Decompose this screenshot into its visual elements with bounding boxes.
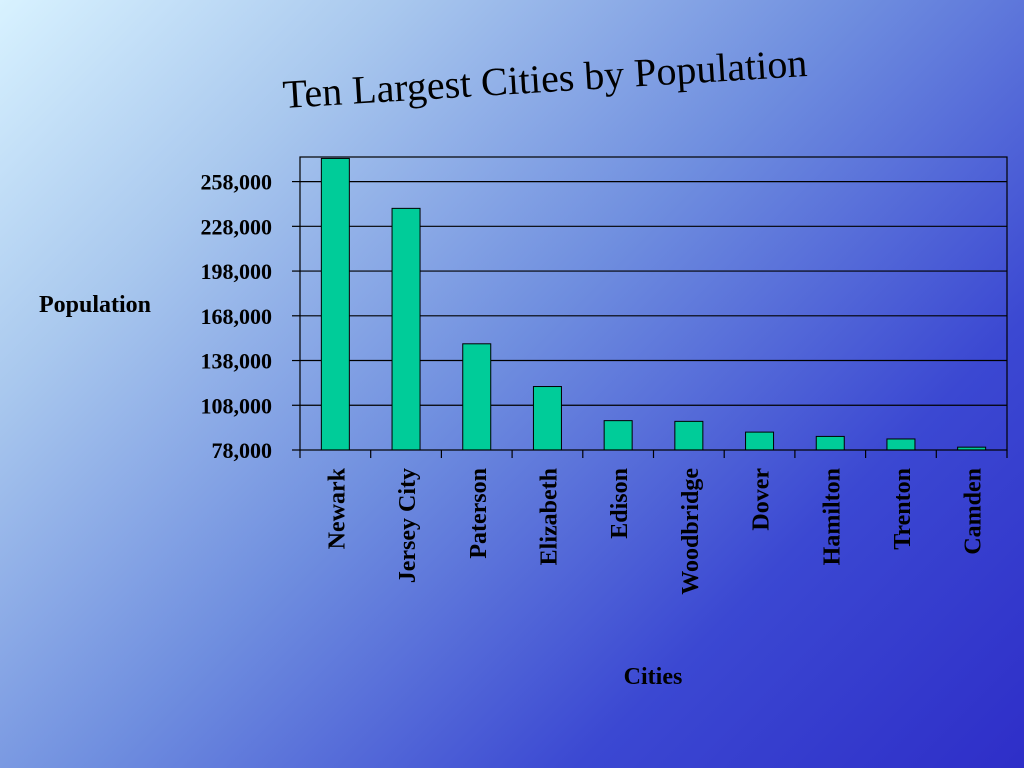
y-tick-label: 228,000	[201, 214, 273, 239]
bars	[320, 157, 987, 451]
bar	[815, 435, 845, 451]
x-tick-label: Woodbridge	[678, 468, 704, 595]
x-tick-label: Edison	[607, 468, 633, 539]
x-tick-label: Newark	[324, 467, 350, 549]
y-tick-label: 258,000	[201, 170, 273, 195]
bar	[603, 420, 633, 451]
chart-title: Ten Largest Cities by Population	[281, 40, 808, 117]
bar	[886, 438, 916, 451]
bar	[391, 207, 421, 451]
y-tick-label: 108,000	[201, 393, 273, 418]
x-tick-label: Elizabeth	[536, 468, 562, 565]
bar	[532, 386, 562, 451]
x-tick-label: Paterson	[466, 468, 492, 559]
x-axis-labels: Newark Jersey City Paterson Elizabeth Edison…	[299, 450, 1008, 595]
bar	[674, 420, 704, 451]
x-tick-label: Trenton	[890, 468, 916, 550]
y-tick-label: 198,000	[201, 259, 273, 284]
x-tick-label: Dover	[749, 468, 775, 531]
x-axis-title: Cities	[624, 664, 683, 690]
y-tick-label: 138,000	[201, 349, 273, 374]
bar	[320, 157, 350, 451]
y-tick-label: 78,000	[212, 438, 273, 463]
bar	[745, 431, 775, 451]
y-tick-label: 168,000	[201, 304, 273, 329]
y-axis-ticks: 78,000 108,000 138,000 168,000 198,000 228,00…	[201, 170, 300, 463]
y-axis-title: Population	[39, 292, 151, 318]
plot-area: 78,000 108,000 138,000 168,000 198,000 228,00…	[201, 156, 1008, 595]
x-tick-label: Jersey City	[395, 468, 421, 583]
bar	[462, 343, 492, 451]
x-tick-label: Hamilton	[819, 468, 845, 565]
x-tick-label: Camden	[961, 468, 987, 555]
